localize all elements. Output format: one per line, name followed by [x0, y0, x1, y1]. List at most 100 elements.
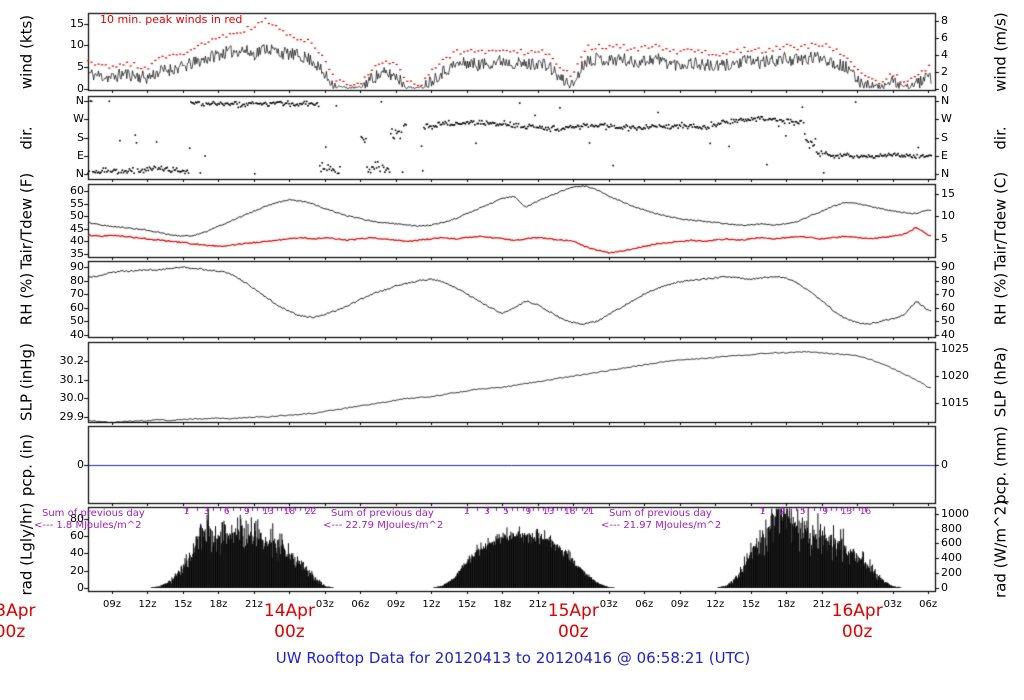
tick-label-left-rad: 40 [70, 546, 84, 560]
rad-sum-note-2-line1: Sum of previous day [331, 508, 434, 519]
rad-sum-note-1-line1: Sum of previous day [42, 508, 145, 519]
tick-label-right-rad: 800 [941, 521, 962, 535]
tick-label-left-wind: 0 [77, 81, 84, 95]
x-tick-label: 06z [635, 599, 654, 610]
tick-label-right-slp: 1020 [941, 368, 969, 382]
x-tick-label: 21z [244, 599, 263, 610]
mj-marker-label-day2: 5 [503, 507, 509, 517]
mj-marker-label-day1: 1 [183, 507, 190, 517]
tick-label-left-rad: 60 [70, 529, 84, 543]
tick-label-left-wind: 10 [70, 38, 84, 52]
tick-label-left-rh: 40 [70, 327, 84, 341]
tick-label-left-rh: 60 [70, 300, 84, 314]
x-tick-label: 15z [173, 599, 192, 610]
axis-title-right-pcp: pcp. (mm) [991, 425, 1010, 504]
tick-label-left-dir: W [73, 112, 84, 126]
x-tick-label: 21z [528, 599, 547, 610]
mj-marker-label-day2: 9 [525, 507, 532, 517]
rad-sum-note-2-line2: <--- 22.79 MJoules/m^2 [323, 520, 444, 531]
tick-label-left-dir: N [75, 94, 84, 108]
x-tick-label: 15z [457, 599, 476, 610]
tick-label-right-wind: 6 [941, 31, 948, 45]
mj-marker-label-day1: 13 [262, 507, 274, 517]
axis-title-left-pcp: pcp. (in) [17, 433, 36, 496]
tick-label-left-dir: S [77, 130, 84, 144]
x-tick-label: 12z [422, 599, 441, 610]
axis-title-right-rh: RH (%) [991, 272, 1010, 326]
tick-label-right-dir: W [941, 112, 952, 126]
tick-label-left-rh: 70 [70, 287, 84, 301]
axis-title-left-rh: RH (%) [17, 272, 36, 326]
tick-label-right-wind: 0 [941, 81, 948, 95]
tick-label-right-rh: 80 [941, 273, 955, 287]
tick-label-left-tair: 45 [70, 221, 84, 235]
x-tick-label: 03z [315, 599, 334, 610]
tick-label-right-rad: 0 [941, 580, 948, 594]
mj-marker-label-day1: 18 [283, 507, 296, 517]
tick-label-right-dir: E [941, 148, 948, 162]
tick-label-left-slp: 30.2 [59, 354, 85, 368]
mj-marker-label-day3: 5 [799, 507, 806, 517]
tick-label-right-rad: 200 [941, 566, 962, 580]
mj-marker-label-day3: 13 [840, 507, 853, 517]
axis-title-right-wind: wind (m/s) [991, 11, 1010, 92]
mj-marker-label-day2: 18 [564, 507, 576, 517]
tick-label-left-dir: E [77, 148, 84, 162]
tick-label-right-dir: S [941, 130, 948, 144]
x-tick-label: 12z [706, 599, 725, 610]
tick-label-left-slp: 30.1 [59, 372, 85, 386]
tick-label-left-wind: 5 [77, 60, 84, 74]
axis-title-left-slp: SLP (inHg) [17, 343, 36, 421]
tick-label-right-wind: 4 [941, 48, 948, 62]
tick-label-right-slp: 1015 [941, 396, 969, 410]
mj-marker-label-day1: 6 [223, 507, 230, 517]
axis-title-left-dir: dir. [17, 125, 36, 150]
mj-marker-label-day1: 22 [304, 507, 317, 517]
x-tick-label: 06z [351, 599, 370, 610]
axis-title-left-wind: wind (kts) [17, 14, 36, 89]
x-tick-label: 21z [812, 599, 831, 610]
tick-label-right-rh: 50 [941, 314, 955, 328]
tick-label-right-rh: 60 [941, 300, 955, 314]
axis-title-left-tair: Tair/Tdew (F) [17, 172, 36, 269]
date-label-hour: 00z [0, 622, 26, 642]
tick-label-left-dir: N [75, 166, 84, 180]
tick-label-left-tair: 35 [70, 246, 84, 260]
tick-label-left-wind: 15 [70, 16, 84, 30]
tick-label-right-rh: 70 [941, 287, 955, 301]
tick-label-left-tair: 60 [70, 184, 84, 198]
tick-label-left-slp: 30.0 [59, 391, 85, 405]
rad-sum-note-3-line2: <--- 21.97 MJoules/m^2 [601, 520, 722, 531]
tick-label-right-rh: 90 [941, 259, 955, 273]
tick-label-left-rad: 80 [70, 511, 84, 525]
tick-label-right-rad: 600 [941, 536, 962, 550]
tick-label-right-pcp: 0 [941, 457, 948, 471]
x-tick-label: 18z [493, 599, 512, 610]
tick-label-right-tair: 15 [941, 186, 955, 200]
x-tick-label: 15z [741, 599, 760, 610]
mj-marker-label-day2: 13 [542, 507, 555, 517]
tick-label-right-rh: 40 [941, 327, 955, 341]
axis-title-left-rad: rad (Lgly/hr) [17, 502, 36, 596]
date-label: 13Apr [0, 601, 36, 621]
mj-marker-label-day1: 9 [243, 507, 250, 517]
x-tick-label: 09z [386, 599, 405, 610]
axis-title-right-rad: rad (W/m^2) [991, 500, 1010, 598]
mj-marker-label-day3: 1 [759, 507, 766, 517]
x-tick-label: 12z [138, 599, 157, 610]
axis-title-right-slp: SLP (hPa) [991, 346, 1010, 418]
tick-label-left-rad: 0 [77, 580, 84, 594]
tick-label-left-rh: 80 [70, 273, 84, 287]
x-tick-label: 09z [670, 599, 689, 610]
x-tick-label: 06z [919, 599, 938, 610]
tick-label-right-wind: 2 [941, 64, 948, 78]
mj-marker-label-day1: 3 [203, 507, 210, 517]
rad-sum-note-3-line1: Sum of previous day [609, 508, 712, 519]
tick-label-left-pcp: 0 [77, 457, 84, 471]
wind-peak-note: 10 min. peak winds in red [100, 13, 243, 26]
tick-label-left-tair: 55 [70, 196, 84, 210]
tick-label-left-rh: 90 [70, 259, 84, 273]
x-tick-label: 03z [883, 599, 902, 610]
